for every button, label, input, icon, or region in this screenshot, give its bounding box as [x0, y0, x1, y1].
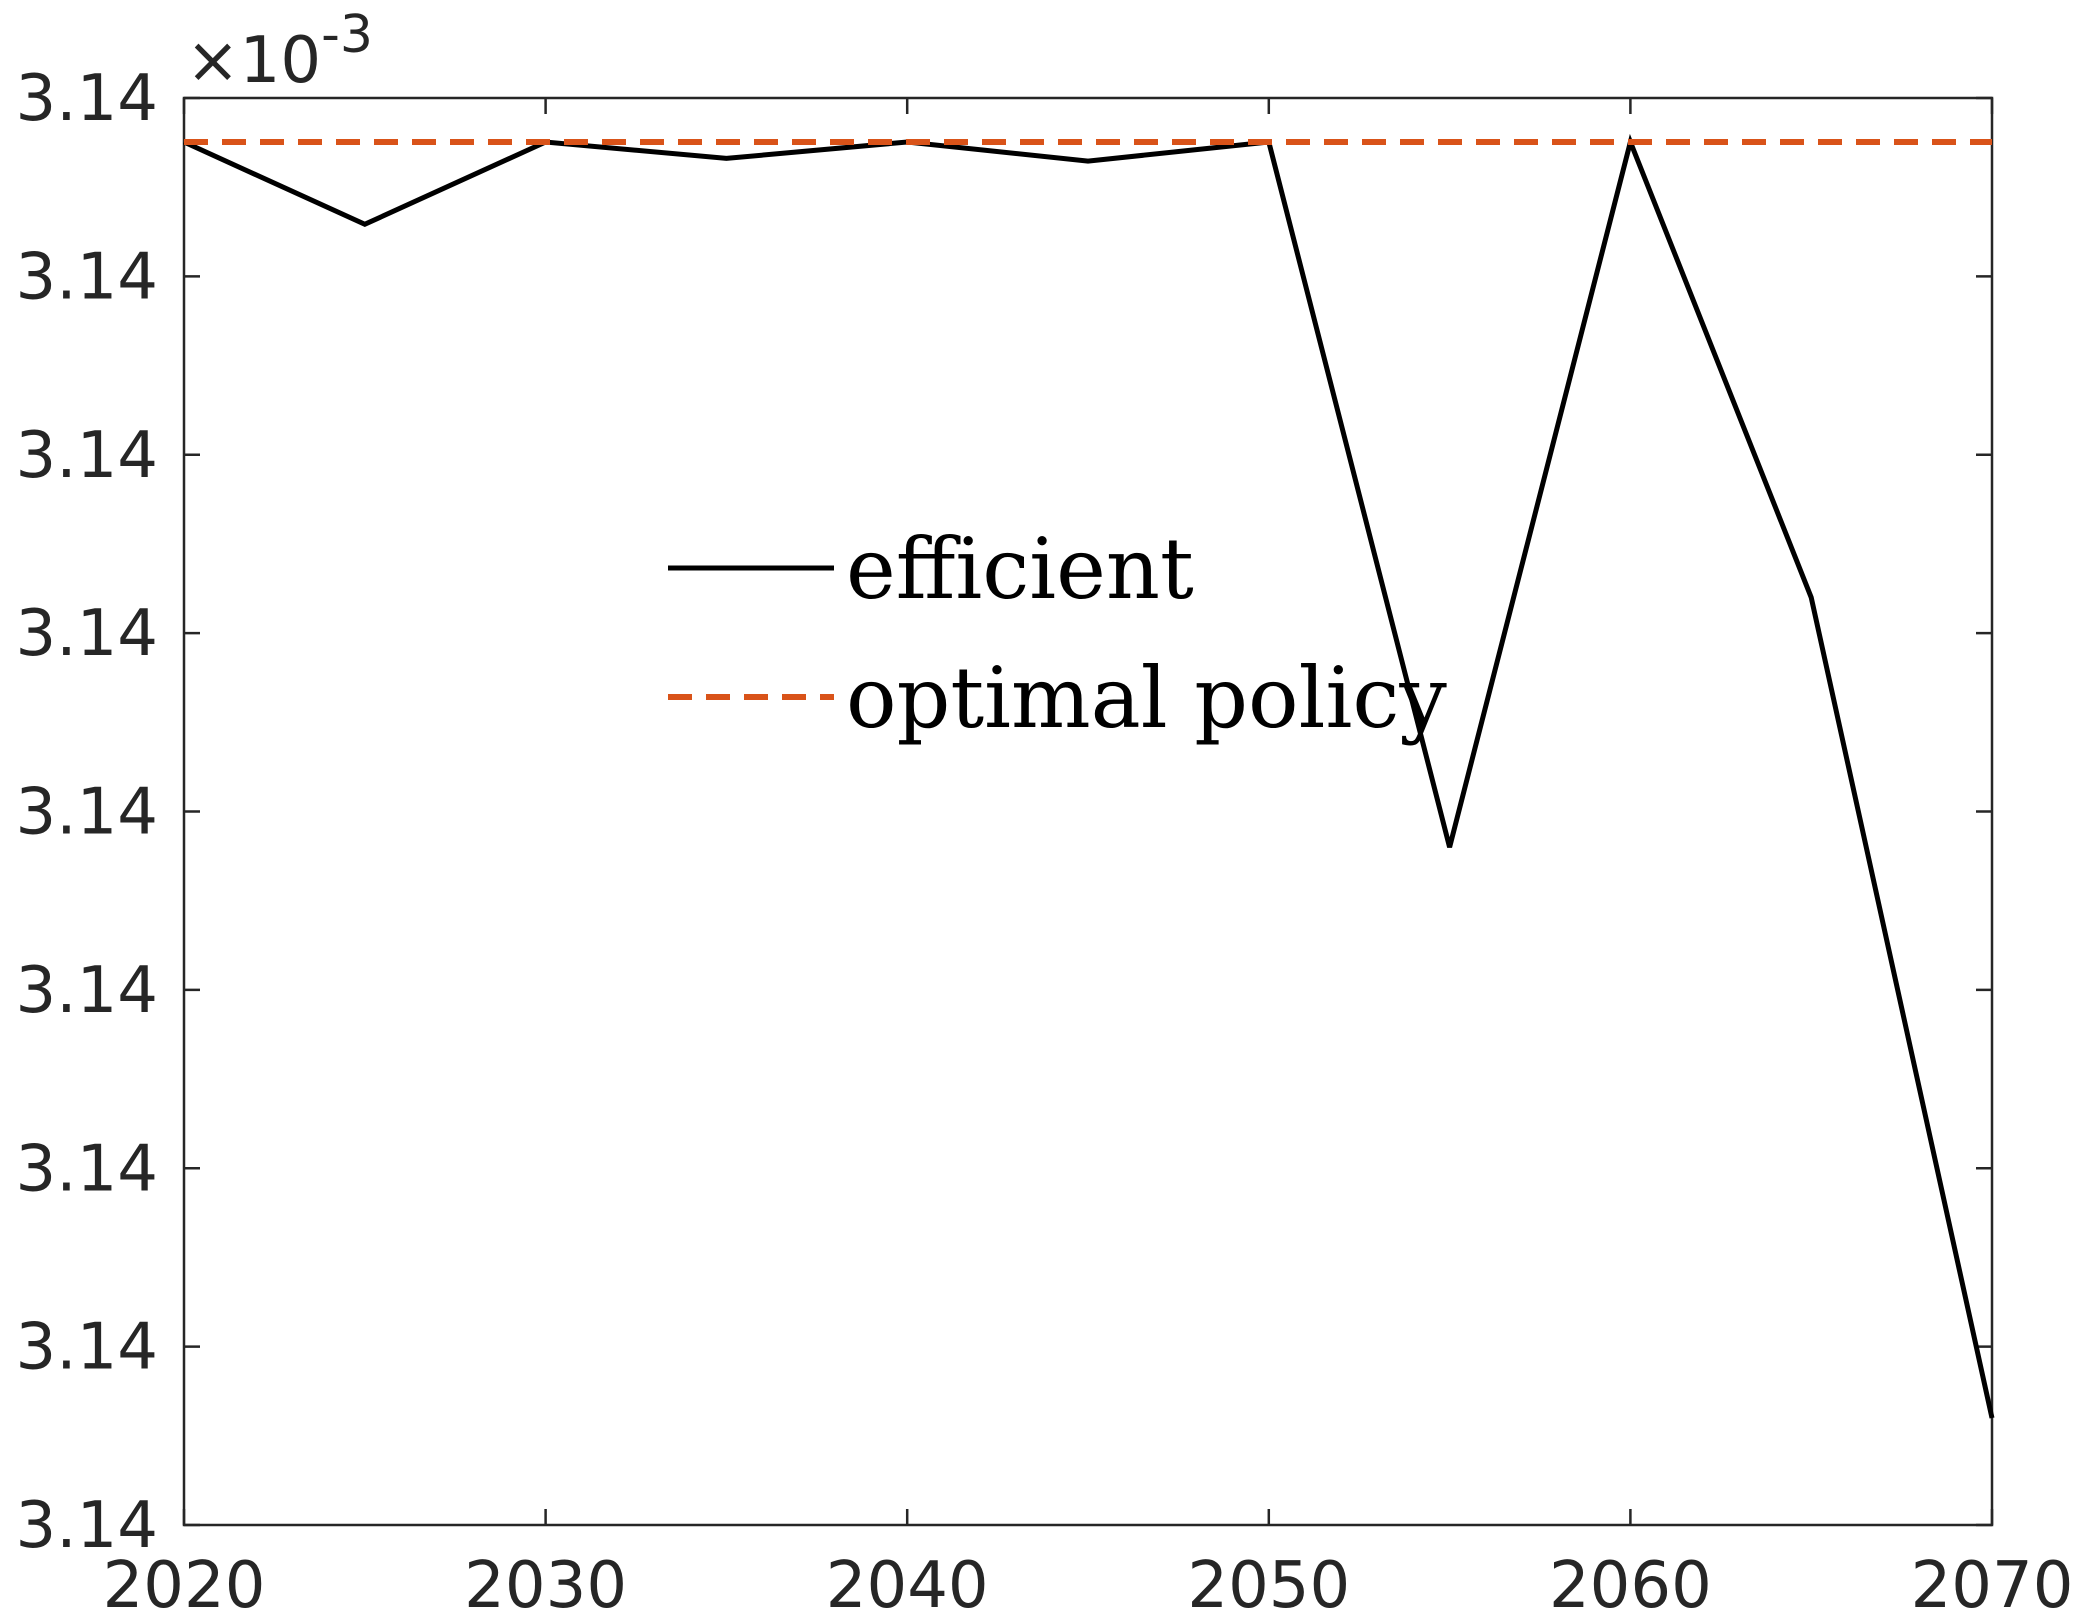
y-tick-label: 3.14: [16, 597, 159, 671]
y-tick-label: 3.14: [16, 62, 159, 136]
y-axis: 3.14 3.14 3.14 3.14 3.14 3.14 3.14 3.14 3.14: [16, 62, 1992, 1563]
series-line-efficient: [182, 133, 1995, 1419]
y-tick-label: 3.14: [16, 419, 159, 493]
y-tick-label: 3.14: [16, 1489, 159, 1563]
legend-label-efficient: efficient: [846, 520, 1194, 618]
x-tick-label: 2070: [1911, 1549, 2074, 1622]
y-tick-label: 3.14: [16, 954, 159, 1028]
x-tick-label: 2030: [464, 1549, 627, 1622]
axes-box: [182, 96, 1994, 1527]
x-tick-label: 2020: [103, 1549, 266, 1622]
y-tick-label: 3.14: [16, 1132, 159, 1206]
legend-label-optimal-policy: optimal policy: [846, 649, 1447, 747]
y-tick-label: 3.14: [16, 1311, 159, 1385]
y-tick-label: 3.14: [16, 776, 159, 850]
x-tick-label: 2040: [826, 1549, 989, 1622]
y-tick-label: 3.14: [16, 240, 159, 314]
x-tick-label: 2060: [1549, 1549, 1712, 1622]
x-axis: 2020 2030 2040 2050 2060 2070: [103, 98, 2074, 1622]
plot-area-frame: [182, 96, 1994, 1527]
plot-lines: [182, 133, 1995, 1419]
y-axis-exponent-label: ×10-3: [186, 5, 373, 98]
legend: efficient optimal policy: [668, 520, 1447, 747]
x-tick-label: 2050: [1187, 1549, 1350, 1622]
